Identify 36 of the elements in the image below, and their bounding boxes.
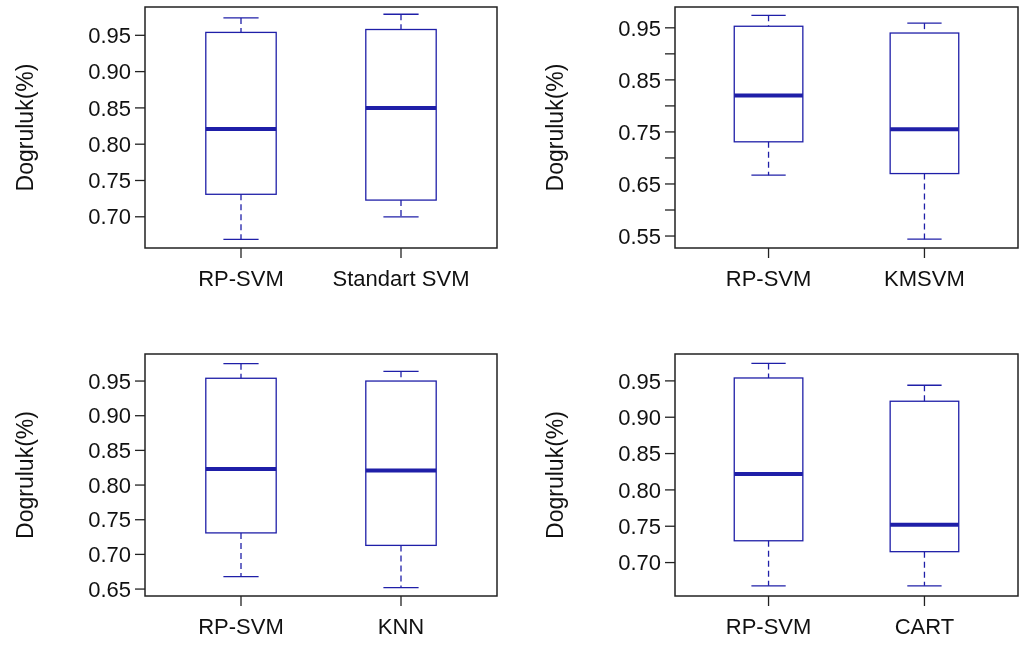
y-tick-label: 0.80 [88,472,131,498]
y-tick-label: 0.70 [618,550,661,576]
y-tick-label: 0.55 [618,223,661,249]
x-tick-label: RP-SVM [725,266,812,291]
y-tick-label: 0.85 [88,95,131,121]
y-tick-label: 0.75 [88,168,131,194]
y-tick-label: 0.80 [618,477,661,503]
y-axis-title: Dogruluk(%) [12,63,38,192]
y-tick-label: 0.90 [618,404,661,430]
y-tick-label: 0.65 [88,576,131,602]
y-tick-label: 0.85 [88,438,131,464]
y-tick-label: 0.95 [618,368,661,394]
y-tick-label: 0.90 [88,59,131,85]
y-tick-label: 0.95 [88,23,131,49]
x-tick-label: RP-SVM [198,266,284,291]
y-tick-label: 0.65 [618,171,661,197]
x-tick-label: Standart SVM [332,266,470,291]
x-tick-label: KMSVM [884,266,965,291]
x-tick-label: CART [894,614,955,639]
x-tick-label: KNN [377,614,425,639]
y-tick-label: 0.95 [618,15,661,41]
y-tick-label: 0.75 [618,513,661,539]
x-tick-label: RP-SVM [725,614,812,639]
y-tick-label: 0.70 [88,542,131,568]
y-axis-title: Dogruluk(%) [542,63,568,192]
y-axis-title: Dogruluk(%) [542,411,568,539]
y-tick-label: 0.85 [618,67,661,93]
y-tick-label: 0.95 [88,368,131,394]
y-axis-title: Dogruluk(%) [12,411,38,539]
y-tick-label: 0.75 [88,507,131,533]
y-tick-label: 0.85 [618,441,661,467]
y-tick-label: 0.80 [88,131,131,157]
y-tick-label: 0.70 [88,204,131,230]
y-tick-label: 0.75 [618,119,661,145]
y-tick-label: 0.90 [88,403,131,429]
x-tick-label: RP-SVM [198,614,284,639]
